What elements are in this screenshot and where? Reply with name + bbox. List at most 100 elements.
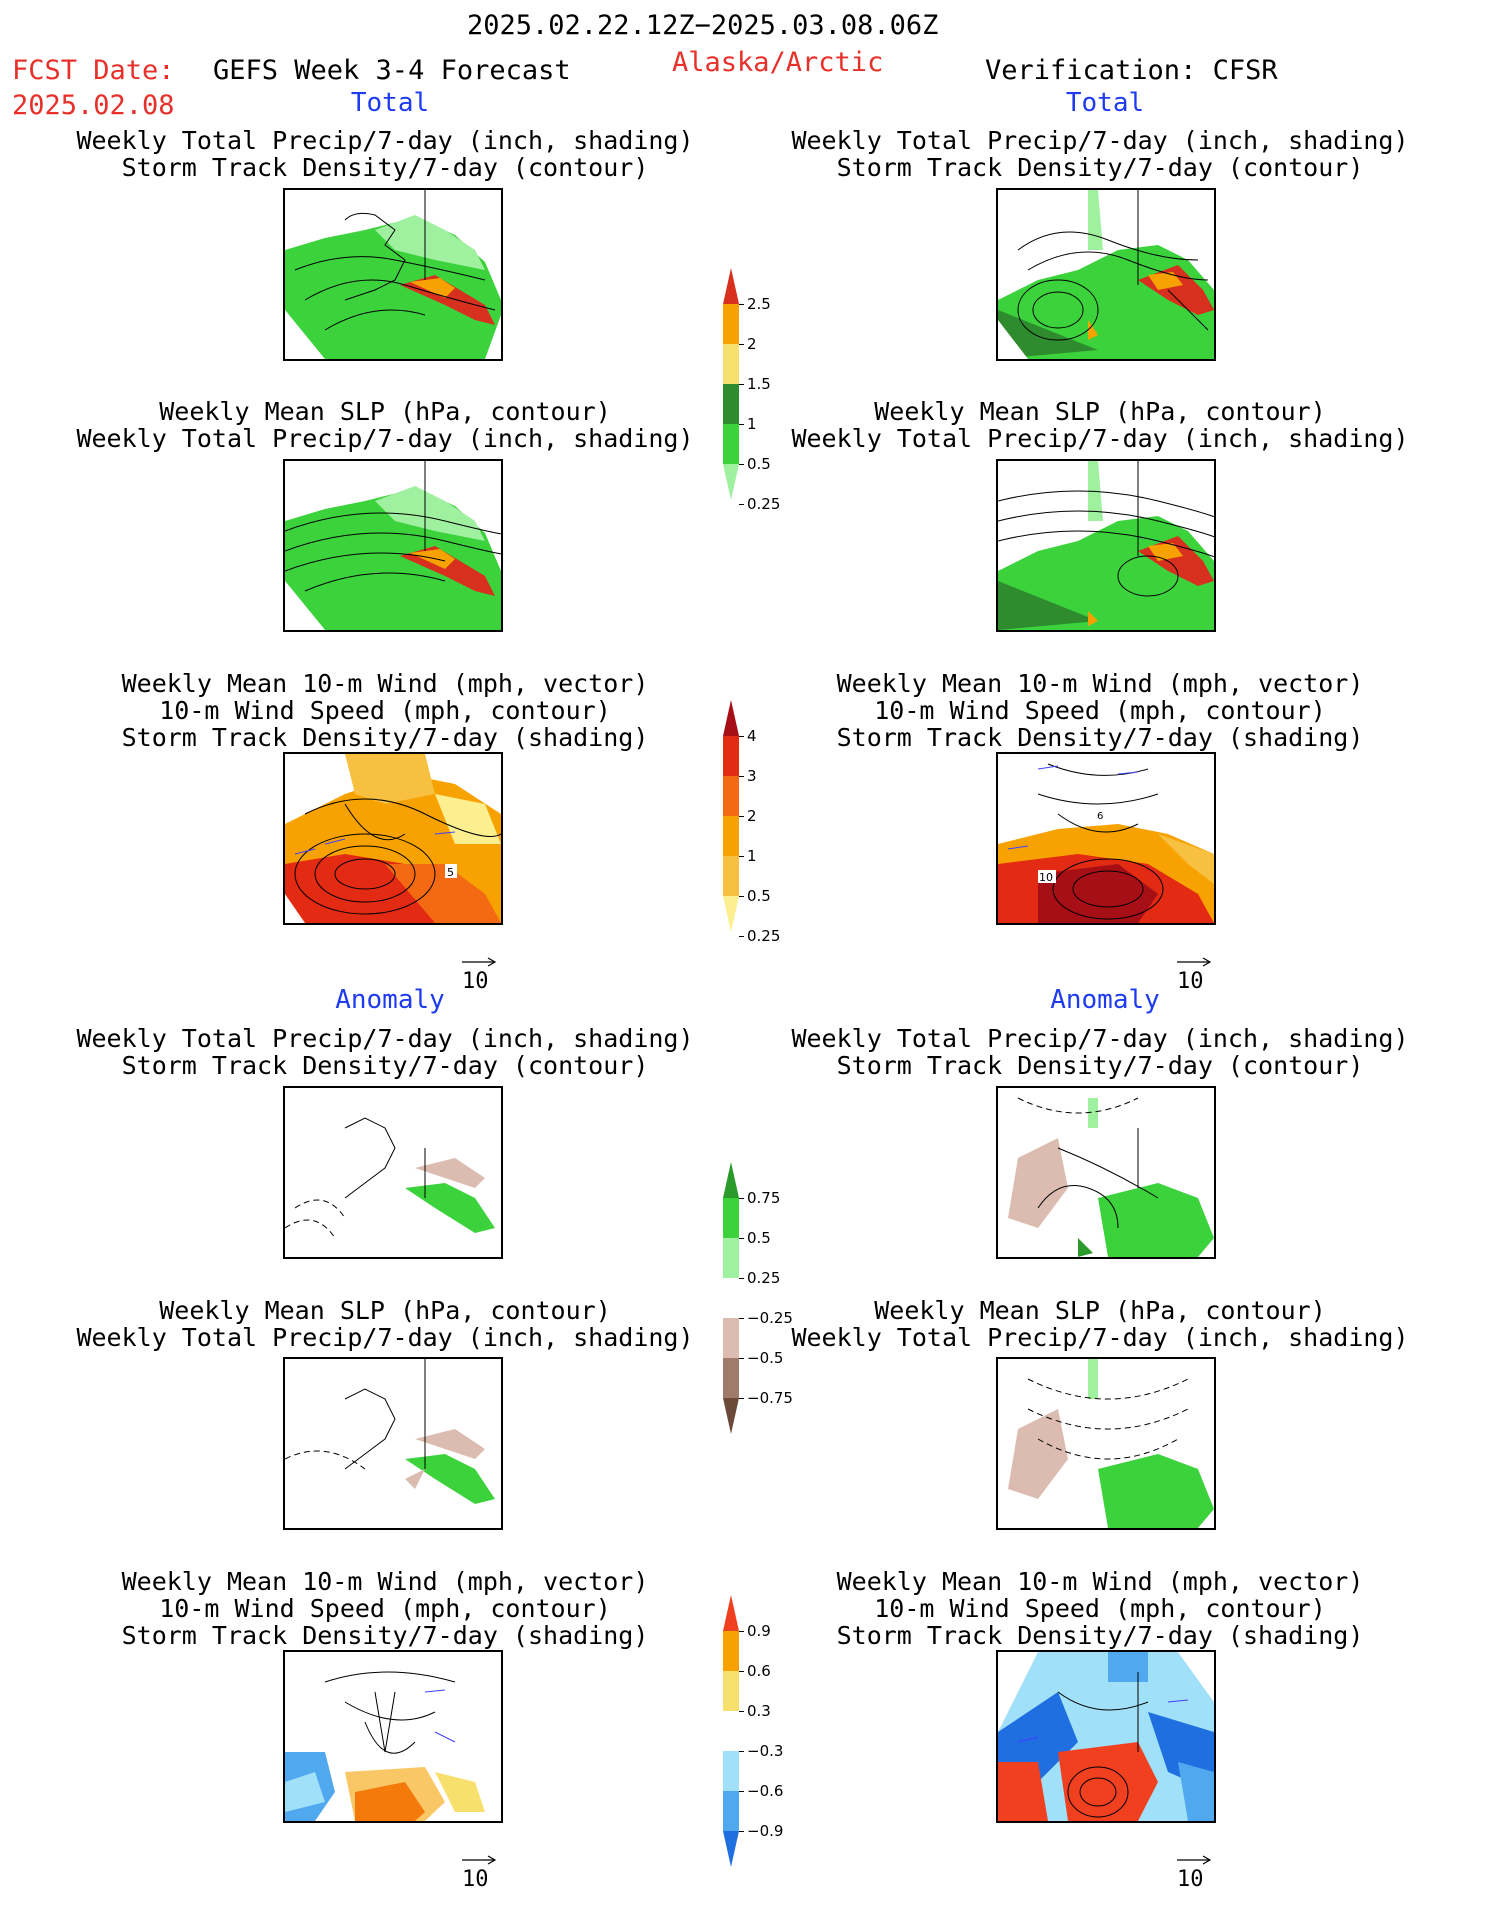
colorbar-tick-label: 2.5 bbox=[747, 295, 771, 313]
map-r6-wind-storm-anom bbox=[996, 1650, 1216, 1823]
colorbar-bottom-triangle bbox=[723, 1398, 739, 1434]
panel-title-r1: Weekly Total Precip/7-day (inch, shading… bbox=[791, 126, 1409, 182]
colorbar-tick bbox=[739, 1358, 744, 1359]
colorbar-segment bbox=[723, 1791, 739, 1831]
period-title: 2025.02.22.12Z−2025.03.08.06Z bbox=[467, 10, 939, 41]
map-l1-precip-total bbox=[283, 188, 503, 361]
colorbar-tick bbox=[739, 816, 744, 817]
panel-title-r2: Weekly Mean SLP (hPa, contour) Weekly Tot… bbox=[791, 397, 1409, 453]
colorbar-tick bbox=[739, 344, 744, 345]
fcst-date-value: 2025.02.08 bbox=[12, 90, 175, 121]
colorbar-tick-label: 2 bbox=[747, 335, 757, 353]
map-r3-wind-storm: 10 6 bbox=[996, 752, 1216, 925]
map-l2-slp-precip bbox=[283, 459, 503, 632]
colorbar-tick-label: 4 bbox=[747, 727, 757, 745]
colorbar-tick bbox=[739, 464, 744, 465]
colorbar-tick-label: 1 bbox=[747, 415, 757, 433]
colorbar-segment bbox=[723, 344, 739, 384]
colorbar-tick bbox=[739, 1278, 744, 1279]
map-l4-precip-anom bbox=[283, 1086, 503, 1259]
colorbar-tick-label: 1.5 bbox=[747, 375, 771, 393]
panel-title-l4: Weekly Total Precip/7-day (inch, shading… bbox=[76, 1024, 694, 1080]
colorbar-segment bbox=[723, 384, 739, 424]
vector-reference-l3: 10 bbox=[460, 955, 500, 995]
colorbar-swatches bbox=[723, 268, 739, 500]
map-l3-wind-storm: 5 bbox=[283, 752, 503, 925]
vector-reference-label: 10 bbox=[462, 1867, 489, 1892]
colorbar-bottom-triangle bbox=[723, 464, 739, 500]
colorbar-bottom-triangle bbox=[723, 896, 739, 932]
colorbar-tick-label: 0.6 bbox=[747, 1662, 771, 1680]
colorbar-tick-label: −0.6 bbox=[747, 1782, 784, 1800]
colorbar-tick bbox=[739, 856, 744, 857]
colorbar-tick bbox=[739, 1831, 744, 1832]
colorbar-tick-label: −0.25 bbox=[747, 1309, 793, 1327]
colorbar-tick bbox=[739, 1631, 744, 1632]
colorbar-top-triangle bbox=[723, 268, 739, 304]
map-r1-precip-total bbox=[996, 188, 1216, 361]
vector-reference-label: 10 bbox=[462, 969, 489, 994]
vector-reference-r6: 10 bbox=[1175, 1853, 1215, 1893]
contour-label-r3-b: 6 bbox=[1097, 811, 1103, 822]
colorbar-tick bbox=[739, 896, 744, 897]
colorbar-segment bbox=[723, 304, 739, 344]
colorbar-swatches bbox=[723, 700, 739, 932]
colorbar-tick bbox=[739, 1671, 744, 1672]
colorbar-top-triangle bbox=[723, 1162, 739, 1198]
section-total-right: Total bbox=[1065, 88, 1145, 118]
colorbar-bottom-triangle bbox=[723, 1831, 739, 1867]
colorbar-swatches bbox=[723, 1595, 739, 1867]
colorbar-tick-label: 0.75 bbox=[747, 1189, 781, 1207]
colorbar-segment bbox=[723, 816, 739, 856]
vector-reference-label: 10 bbox=[1177, 969, 1204, 994]
colorbar-segment bbox=[723, 1711, 739, 1751]
region-title: Alaska/Arctic bbox=[672, 47, 884, 78]
colorbar-segment bbox=[723, 856, 739, 896]
colorbar-tick-label: 2 bbox=[747, 807, 757, 825]
colorbar-tick bbox=[739, 424, 744, 425]
colorbar-tick-label: −0.9 bbox=[747, 1822, 784, 1840]
colorbar-tick-label: 0.25 bbox=[747, 1269, 781, 1287]
colorbar-tick bbox=[739, 736, 744, 737]
colorbar-segment bbox=[723, 1198, 739, 1238]
verification-title: Verification: CFSR bbox=[985, 55, 1278, 86]
vector-reference-r3: 10 bbox=[1175, 955, 1215, 995]
colorbar-storm-track-anomaly: 0.9 0.6 0.3 −0.3 −0.6 −0.9 bbox=[717, 1595, 817, 1880]
model-title: GEFS Week 3-4 Forecast bbox=[213, 55, 571, 86]
colorbar-tick-label: 0.5 bbox=[747, 455, 771, 473]
colorbar-tick bbox=[739, 1398, 744, 1399]
colorbar-tick-label: 0.25 bbox=[747, 495, 781, 513]
colorbar-swatches bbox=[723, 1162, 739, 1434]
colorbar-top-triangle bbox=[723, 700, 739, 736]
colorbar-tick-label: 0.3 bbox=[747, 1702, 771, 1720]
colorbar-segment bbox=[723, 1238, 739, 1278]
colorbar-segment bbox=[723, 776, 739, 816]
section-anomaly-right: Anomaly bbox=[1050, 985, 1160, 1015]
colorbar-top-triangle bbox=[723, 1595, 739, 1631]
panel-title-l2: Weekly Mean SLP (hPa, contour) Weekly Tot… bbox=[76, 397, 694, 453]
vector-reference-label: 10 bbox=[1177, 1867, 1204, 1892]
colorbar-segment bbox=[723, 1318, 739, 1358]
colorbar-tick-label: −0.3 bbox=[747, 1742, 784, 1760]
colorbar-tick bbox=[739, 776, 744, 777]
map-l6-wind-storm-anom bbox=[283, 1650, 503, 1823]
colorbar-precip-anomaly: 0.75 0.5 0.25 −0.25 −0.5 −0.75 bbox=[717, 1162, 827, 1447]
map-l5-slp-precip-anom bbox=[283, 1357, 503, 1530]
colorbar-tick bbox=[739, 384, 744, 385]
colorbar-segment bbox=[723, 1278, 739, 1318]
colorbar-segment bbox=[723, 1631, 739, 1671]
panel-title-l1: Weekly Total Precip/7-day (inch, shading… bbox=[76, 126, 694, 182]
colorbar-tick-label: −0.5 bbox=[747, 1349, 784, 1367]
colorbar-precip-total: 2.5 2 1.5 1 0.5 0.25 bbox=[717, 268, 817, 553]
colorbar-tick-label: 0.5 bbox=[747, 1229, 771, 1247]
panel-title-r5: Weekly Mean SLP (hPa, contour) Weekly Tot… bbox=[791, 1296, 1409, 1352]
colorbar-segment bbox=[723, 736, 739, 776]
map-r4-precip-anom bbox=[996, 1086, 1216, 1259]
panel-title-r6: Weekly Mean 10-m Wind (mph, vector) 10-m … bbox=[836, 1567, 1364, 1650]
panel-title-r3: Weekly Mean 10-m Wind (mph, vector) 10-m … bbox=[836, 669, 1364, 752]
colorbar-tick bbox=[739, 304, 744, 305]
panel-title-r4: Weekly Total Precip/7-day (inch, shading… bbox=[791, 1024, 1409, 1080]
colorbar-tick bbox=[739, 1198, 744, 1199]
contour-label-l3: 5 bbox=[447, 866, 454, 879]
colorbar-tick bbox=[739, 1318, 744, 1319]
